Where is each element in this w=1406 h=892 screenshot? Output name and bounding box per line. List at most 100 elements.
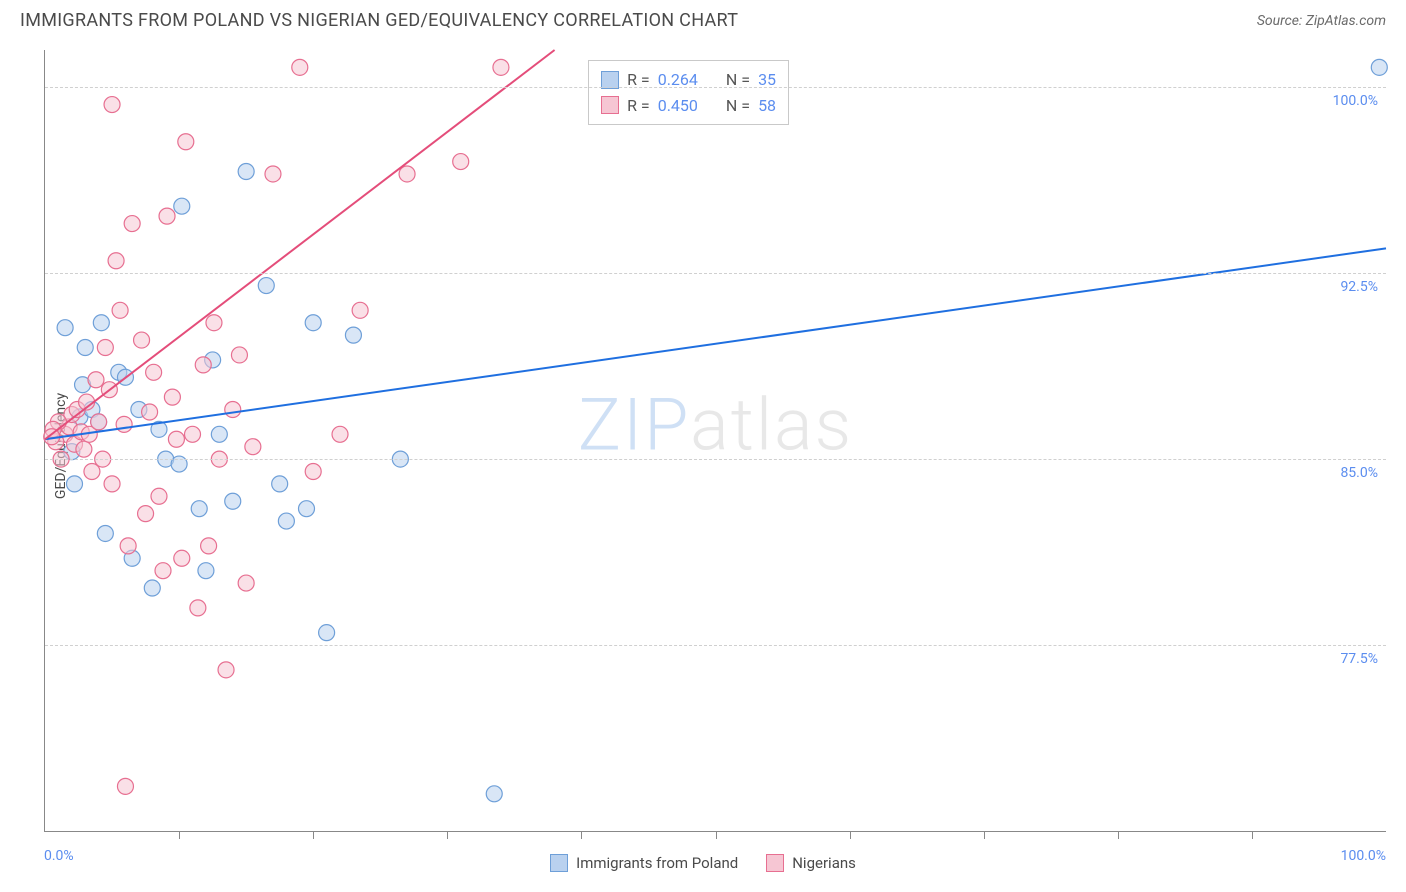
point-nigerians (97, 340, 113, 356)
point-poland (319, 625, 335, 641)
source-label: Source: ZipAtlas.com (1257, 13, 1386, 29)
point-poland (93, 315, 109, 331)
point-nigerians (231, 347, 247, 363)
point-poland (67, 476, 83, 492)
stats-r-value: 0.264 (658, 67, 698, 93)
chart-title: IMMIGRANTS FROM POLAND VS NIGERIAN GED/E… (20, 10, 738, 31)
point-nigerians (112, 302, 128, 318)
point-nigerians (155, 563, 171, 579)
gridline (45, 459, 1386, 460)
point-nigerians (332, 426, 348, 442)
point-nigerians (76, 441, 92, 457)
point-nigerians (134, 332, 150, 348)
point-nigerians (108, 253, 124, 269)
gridline (45, 87, 1386, 88)
point-nigerians (225, 402, 241, 418)
point-nigerians (151, 488, 167, 504)
gridline (45, 273, 1386, 274)
point-poland (77, 340, 93, 356)
legend-item-nigerians: Nigerians (766, 854, 856, 872)
point-nigerians (124, 216, 140, 232)
point-poland (1371, 59, 1387, 75)
point-nigerians (146, 364, 162, 380)
point-nigerians (245, 439, 261, 455)
legend-label: Nigerians (792, 854, 856, 872)
point-poland (97, 525, 113, 541)
chart-area: ZIPatlas R =0.264N =35R =0.450N =58 77.5… (44, 50, 1386, 832)
point-poland (258, 278, 274, 294)
point-nigerians (195, 357, 211, 373)
stats-r-value: 0.450 (658, 93, 698, 119)
point-nigerians (117, 778, 133, 794)
stats-r-label: R = (627, 93, 650, 119)
point-nigerians (399, 166, 415, 182)
point-poland (174, 198, 190, 214)
point-poland (486, 786, 502, 802)
point-nigerians (91, 414, 107, 430)
point-poland (211, 426, 227, 442)
point-nigerians (292, 59, 308, 75)
y-tick-label: 85.0% (1340, 465, 1378, 481)
point-nigerians (352, 302, 368, 318)
point-poland (298, 501, 314, 517)
point-nigerians (305, 463, 321, 479)
x-tick (581, 831, 582, 839)
point-poland (345, 327, 361, 343)
stats-n-label: N = (726, 67, 750, 93)
y-tick-label: 92.5% (1340, 279, 1378, 295)
trendline-poland (45, 248, 1386, 439)
x-tick (179, 831, 180, 839)
point-nigerians (88, 372, 104, 388)
point-poland (278, 513, 294, 529)
x-tick (1252, 831, 1253, 839)
stats-row-poland: R = 0.264 N = 35 (601, 67, 776, 93)
legend-item-poland: Immigrants from Poland (550, 854, 738, 872)
swatch-poland (550, 854, 568, 872)
x-tick (447, 831, 448, 839)
point-nigerians (104, 476, 120, 492)
point-nigerians (206, 315, 222, 331)
point-nigerians (265, 166, 281, 182)
stats-legend-box: R = 0.264 N = 35 R = 0.450 N = 58 (588, 60, 789, 125)
point-nigerians (238, 575, 254, 591)
plot-region: ZIPatlas R =0.264N =35R =0.450N =58 77.5… (44, 50, 1386, 832)
point-nigerians (493, 59, 509, 75)
y-tick-label: 77.5% (1340, 651, 1378, 667)
x-tick (716, 831, 717, 839)
plot-svg (45, 50, 1386, 831)
point-nigerians (190, 600, 206, 616)
y-tick-label: 100.0% (1333, 93, 1378, 109)
point-poland (57, 320, 73, 336)
point-poland (144, 580, 160, 596)
stats-n-value: 58 (758, 93, 776, 119)
point-poland (272, 476, 288, 492)
x-tick (1118, 831, 1119, 839)
point-nigerians (201, 538, 217, 554)
point-poland (191, 501, 207, 517)
point-nigerians (159, 208, 175, 224)
x-tick (984, 831, 985, 839)
point-nigerians (185, 426, 201, 442)
swatch-nigerians (766, 854, 784, 872)
point-poland (198, 563, 214, 579)
stats-n-value: 35 (758, 67, 776, 93)
point-nigerians (178, 134, 194, 150)
point-nigerians (142, 404, 158, 420)
legend-label: Immigrants from Poland (576, 854, 738, 872)
stats-row-nigerians: R = 0.450 N = 58 (601, 93, 776, 119)
bottom-legend: Immigrants from Poland Nigerians (0, 854, 1406, 872)
point-nigerians (174, 550, 190, 566)
trendline-nigerians (45, 50, 555, 439)
stats-r-label: R = (627, 67, 650, 93)
swatch-poland (601, 71, 619, 89)
x-tick (850, 831, 851, 839)
point-nigerians (116, 416, 132, 432)
point-poland (238, 163, 254, 179)
swatch-nigerians (601, 96, 619, 114)
point-poland (225, 493, 241, 509)
point-nigerians (453, 154, 469, 170)
point-nigerians (104, 97, 120, 113)
stats-n-label: N = (726, 93, 750, 119)
x-tick (313, 831, 314, 839)
point-nigerians (138, 506, 154, 522)
